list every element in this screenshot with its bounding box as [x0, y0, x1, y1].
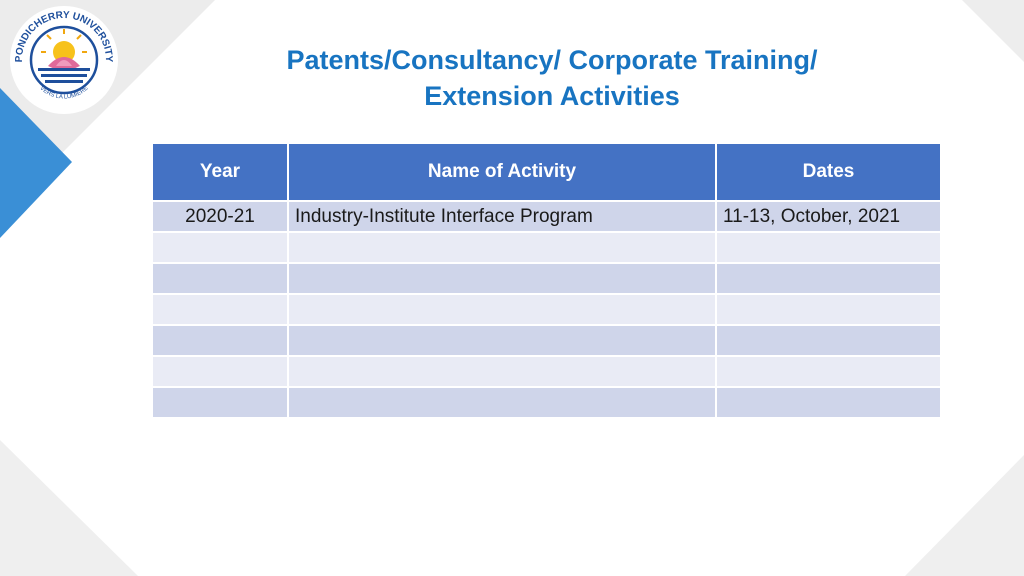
- cell-year: [151, 386, 289, 419]
- cell-dates: [715, 262, 942, 295]
- cell-activity: [287, 324, 717, 357]
- table-row: [151, 231, 942, 264]
- cell-year: [151, 293, 289, 326]
- bottom-right-gray-shape: [905, 455, 1024, 576]
- top-right-gray-shape: [962, 0, 1024, 62]
- table-row: 2020-21 Industry-Institute Interface Pro…: [151, 200, 942, 233]
- cell-year: [151, 324, 289, 357]
- slide-title-line-2: Extension Activities: [424, 81, 680, 111]
- cell-dates: [715, 324, 942, 357]
- header-dates: Dates: [715, 142, 942, 202]
- cell-year: 2020-21: [151, 200, 289, 233]
- cell-activity: [287, 355, 717, 388]
- table-header-row: Year Name of Activity Dates: [151, 142, 942, 202]
- table-row: [151, 262, 942, 295]
- left-blue-triangle: [0, 88, 72, 238]
- cell-activity: Industry-Institute Interface Program: [287, 200, 717, 233]
- header-name-of-activity: Name of Activity: [287, 142, 717, 202]
- bottom-left-gray-shape: [0, 440, 138, 576]
- cell-activity: [287, 386, 717, 419]
- cell-dates: [715, 355, 942, 388]
- table-row: [151, 386, 942, 419]
- table-row: [151, 355, 942, 388]
- university-logo: PONDICHERRY UNIVERSITY VERS LA LUMIERE: [10, 6, 118, 114]
- cell-dates: [715, 231, 942, 264]
- cell-dates: [715, 293, 942, 326]
- table-row: [151, 293, 942, 326]
- slide-title-line-1: Patents/Consultancy/ Corporate Training/: [286, 45, 818, 75]
- cell-activity: [287, 293, 717, 326]
- cell-year: [151, 355, 289, 388]
- cell-dates: [715, 386, 942, 419]
- cell-activity: [287, 231, 717, 264]
- activities-table: Year Name of Activity Dates 2020-21 Indu…: [151, 142, 942, 419]
- table-row: [151, 324, 942, 357]
- slide-title: Patents/Consultancy/ Corporate Training/…: [200, 42, 904, 114]
- cell-year: [151, 231, 289, 264]
- cell-dates: 11-13, October, 2021: [715, 200, 942, 233]
- cell-activity: [287, 262, 717, 295]
- header-year: Year: [151, 142, 289, 202]
- lotus-sun-emblem-icon: [38, 29, 90, 83]
- cell-year: [151, 262, 289, 295]
